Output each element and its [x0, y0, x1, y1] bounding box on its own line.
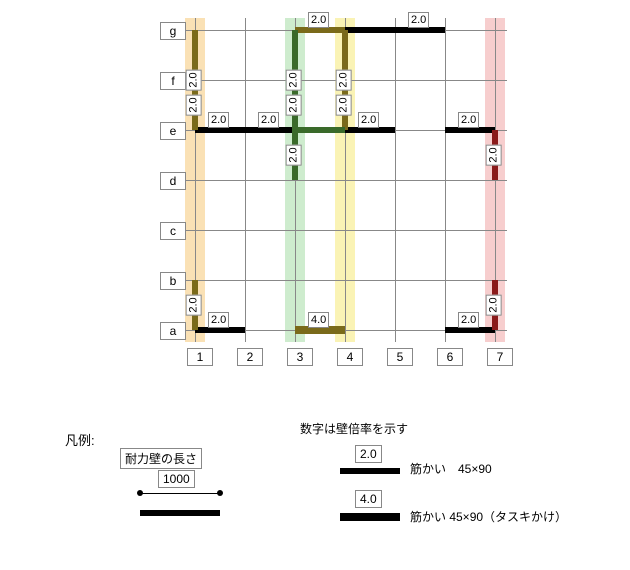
row-label-g: g [160, 22, 186, 40]
wall-ratio-v: 2.0 [186, 69, 202, 90]
diagram-page: g f e d c b a1 2 3 4 5 6 7 2.0 2.0 2.0 2.0 2.0 2.0 2.0 2.0 2.… [0, 0, 630, 570]
col-label-2: 2 [237, 348, 263, 366]
grid-col-line [445, 18, 446, 342]
legend-dim-dot-l [137, 490, 143, 496]
wall-ratio-v: 2.0 [286, 69, 302, 90]
wall-ratio-v: 2.0 [286, 144, 302, 165]
wall-ratio-h: 2.0 [258, 112, 279, 128]
wall-ratio-v: 2.0 [186, 294, 202, 315]
legend-item2-txt: 筋かい 45×90（タスキかけ） [410, 508, 567, 525]
col-label-6: 6 [437, 348, 463, 366]
legend-len-value: 1000 [158, 470, 195, 488]
col-label-1: 1 [187, 348, 213, 366]
wall-ratio-h: 2.0 [208, 312, 229, 328]
wall-ratio-h: 2.0 [408, 12, 429, 28]
wall-ratio-h: 2.0 [208, 112, 229, 128]
wall-ratio-h: 2.0 [358, 112, 379, 128]
wall-ratio-h: 2.0 [458, 312, 479, 328]
grid-col-line [395, 18, 396, 342]
col-label-4: 4 [337, 348, 363, 366]
wall-ratio-h: 4.0 [308, 312, 329, 328]
wall-ratio-v: 2.0 [186, 94, 202, 115]
grid-col-line [245, 18, 246, 342]
legend-item1-txt: 筋かい 45×90 [410, 460, 492, 477]
col-label-7: 7 [487, 348, 513, 366]
legend-title: 凡例: [65, 430, 95, 449]
legend-item1-val: 2.0 [355, 445, 382, 463]
wall-ratio-v: 2.0 [336, 69, 352, 90]
legend-dim-line [140, 493, 220, 494]
row-label-f: f [160, 72, 186, 90]
legend-wall-sample [140, 510, 220, 516]
col-label-5: 5 [387, 348, 413, 366]
wall-ratio-v: 2.0 [336, 94, 352, 115]
legend-item1-bar [340, 468, 400, 474]
brace [295, 127, 345, 133]
row-label-d: d [160, 172, 186, 190]
wall-ratio-v: 2.0 [486, 294, 502, 315]
row-label-c: c [160, 222, 186, 240]
row-label-b: b [160, 272, 186, 290]
row-label-e: e [160, 122, 186, 140]
wall-ratio-v: 2.0 [286, 94, 302, 115]
legend-item2-val: 4.0 [355, 490, 382, 508]
wall-ratio-v: 2.0 [486, 144, 502, 165]
row-label-a: a [160, 322, 186, 340]
legend-dim-dot-r [217, 490, 223, 496]
legend-note: 数字は壁倍率を示す [300, 420, 408, 437]
legend-len-label: 耐力壁の長さ [120, 448, 202, 469]
wall-ratio-h: 2.0 [458, 112, 479, 128]
wall [345, 27, 395, 33]
legend-item2-bar [340, 513, 400, 521]
wall-ratio-h: 2.0 [308, 12, 329, 28]
col-label-3: 3 [287, 348, 313, 366]
